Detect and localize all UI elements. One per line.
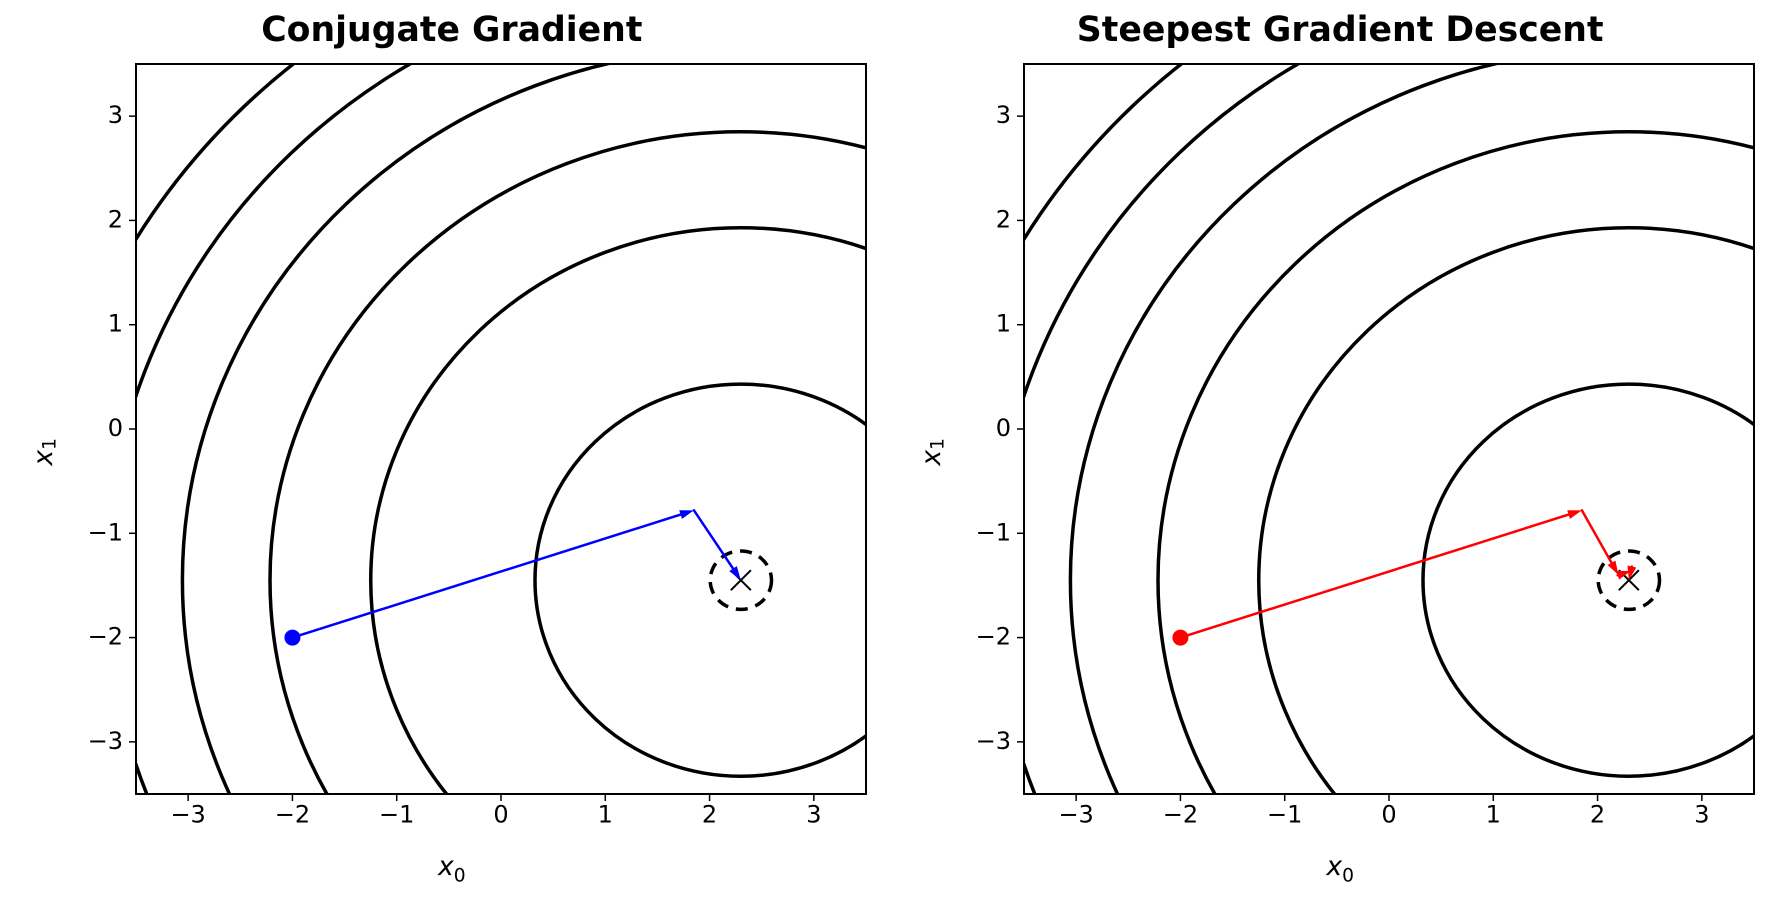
ylabel-left: x1 bbox=[28, 438, 60, 466]
xtick-label: 2 bbox=[702, 801, 717, 829]
ytick-label: 3 bbox=[108, 101, 123, 129]
xtick-label: −1 bbox=[379, 801, 414, 829]
xtick-label: 2 bbox=[1590, 801, 1605, 829]
plot-svg-left: −3 −2 −1 0 1 2 3 −3 −2 −1 0 1 2 3 bbox=[66, 54, 876, 849]
xtick-label: 0 bbox=[493, 801, 508, 829]
start-marker bbox=[284, 630, 300, 646]
panel-title-left: Conjugate Gradient bbox=[261, 10, 642, 50]
ytick-label: 0 bbox=[108, 414, 123, 442]
panel-title-right: Steepest Gradient Descent bbox=[1077, 10, 1604, 50]
ytick-label: −1 bbox=[88, 518, 123, 546]
ytick-label: 0 bbox=[996, 414, 1011, 442]
xtick-label: 3 bbox=[806, 801, 821, 829]
start-marker bbox=[1173, 630, 1189, 646]
ytick-label: 1 bbox=[108, 310, 123, 338]
ytick-label: −2 bbox=[976, 623, 1011, 651]
plot-wrap-right: x1 −3 −2 −1 0 1 2 3 −3 −2 −1 0 1 2 3 bbox=[916, 54, 1764, 849]
plot-wrap-left: x1 −3 −2 −1 0 1 2 3 −3 −2 −1 0 1 2 3 bbox=[28, 54, 876, 849]
ylabel-right: x1 bbox=[916, 438, 948, 466]
plot-svg-right: −3 −2 −1 0 1 2 3 −3 −2 −1 0 1 2 3 bbox=[954, 54, 1764, 849]
panel-steepest-descent: Steepest Gradient Descent x1 −3−2−10123−… bbox=[916, 10, 1764, 886]
xtick-label: 1 bbox=[598, 801, 613, 829]
xtick-label: 1 bbox=[1486, 801, 1501, 829]
xtick-label: −2 bbox=[275, 801, 310, 829]
ytick-label: −1 bbox=[976, 518, 1011, 546]
xtick-label: −3 bbox=[170, 801, 205, 829]
xtick-label: −1 bbox=[1267, 801, 1302, 829]
xtick-label: −2 bbox=[1163, 801, 1198, 829]
ytick-label: 2 bbox=[108, 205, 123, 233]
xtick-label: 0 bbox=[1382, 801, 1397, 829]
xtick-label: −3 bbox=[1059, 801, 1094, 829]
xlabel-left: x0 bbox=[438, 851, 466, 886]
ytick-label: 2 bbox=[996, 205, 1011, 233]
ytick-label: 1 bbox=[996, 310, 1011, 338]
ytick-label: 3 bbox=[996, 101, 1011, 129]
ytick-label: −3 bbox=[88, 727, 123, 755]
ytick-label: −3 bbox=[976, 727, 1011, 755]
xlabel-right: x0 bbox=[1326, 851, 1354, 886]
figure: Conjugate Gradient x1 −3 −2 −1 0 1 2 3 −3 −2 −1 0 1… bbox=[0, 0, 1792, 906]
ytick-label: −2 bbox=[88, 623, 123, 651]
panel-conjugate-gradient: Conjugate Gradient x1 −3 −2 −1 0 1 2 3 −3 −2 −1 0 1… bbox=[28, 10, 876, 886]
xtick-label: 3 bbox=[1695, 801, 1710, 829]
